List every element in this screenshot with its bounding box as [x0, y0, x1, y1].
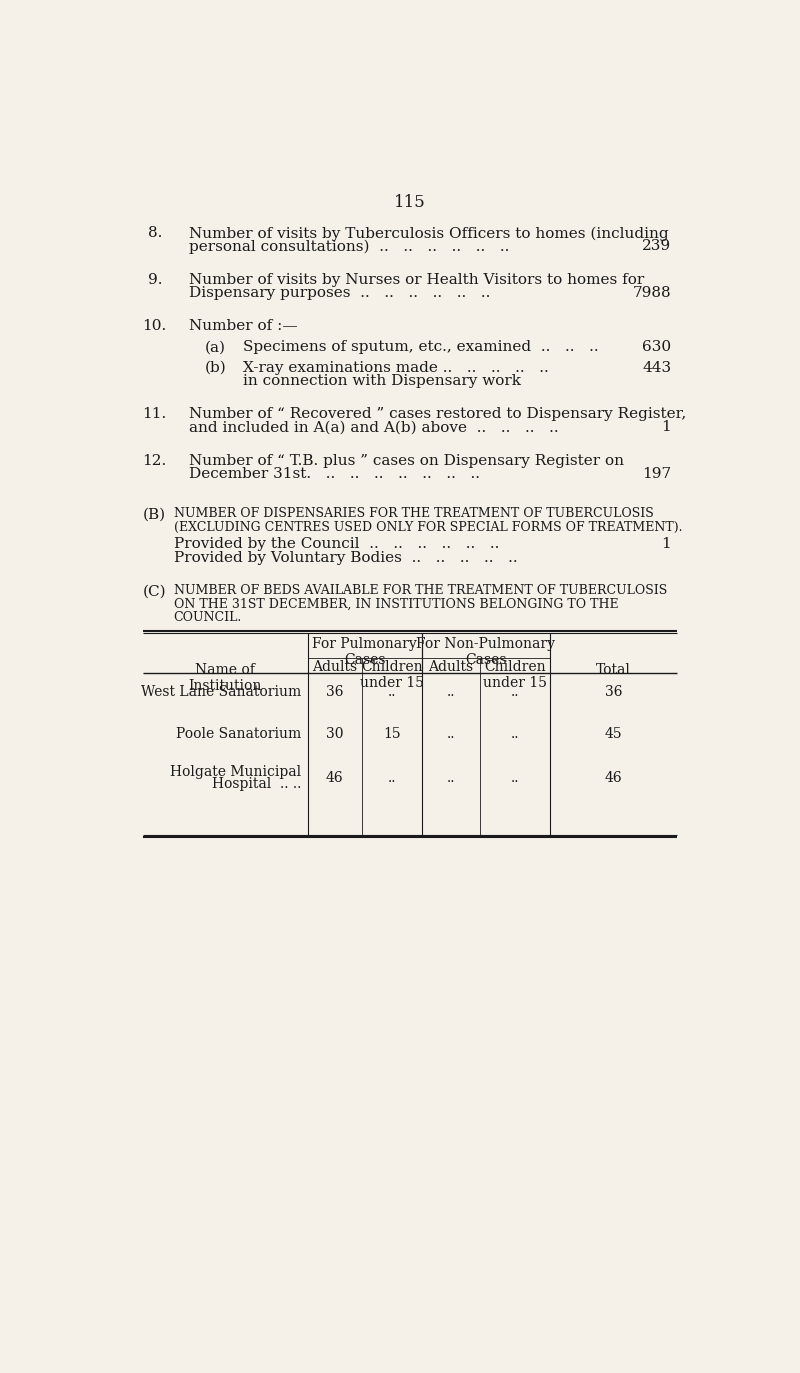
- Text: December 31st.   ..   ..   ..   ..   ..   ..   ..: December 31st. .. .. .. .. .. .. ..: [189, 467, 480, 481]
- Text: (EXCLUDING CENTRES USED ONLY FOR SPECIAL FORMS OF TREATMENT).: (EXCLUDING CENTRES USED ONLY FOR SPECIAL…: [174, 520, 682, 534]
- Text: X-ray examinations made ..   ..   ..   ..   ..: X-ray examinations made .. .. .. .. ..: [243, 361, 549, 375]
- Text: 46: 46: [326, 770, 344, 785]
- Text: Number of visits by Nurses or Health Visitors to homes for: Number of visits by Nurses or Health Vis…: [189, 273, 644, 287]
- Text: Holgate Municipal: Holgate Municipal: [170, 765, 302, 778]
- Text: 630: 630: [642, 341, 671, 354]
- Text: Provided by the Council  ..   ..   ..   ..   ..   ..: Provided by the Council .. .. .. .. .. .…: [174, 537, 499, 552]
- Text: For Non-Pulmonary
Cases: For Non-Pulmonary Cases: [416, 637, 555, 667]
- Text: personal consultations)  ..   ..   ..   ..   ..   ..: personal consultations) .. .. .. .. .. .…: [189, 239, 510, 254]
- Text: Name of
Institution: Name of Institution: [189, 663, 262, 693]
- Text: Poole Sanatorium: Poole Sanatorium: [176, 726, 302, 741]
- Text: Adults: Adults: [312, 660, 358, 674]
- Text: Number of “ Recovered ” cases restored to Dispensary Register,: Number of “ Recovered ” cases restored t…: [189, 408, 686, 422]
- Text: 1: 1: [662, 537, 671, 552]
- Text: (B): (B): [142, 508, 166, 522]
- Text: ..: ..: [387, 770, 396, 785]
- Text: 8.: 8.: [148, 227, 162, 240]
- Text: (C): (C): [142, 585, 166, 599]
- Text: Number of “ T.B. plus ” cases on Dispensary Register on: Number of “ T.B. plus ” cases on Dispens…: [189, 453, 624, 468]
- Text: 11.: 11.: [142, 408, 167, 422]
- Text: ..: ..: [510, 685, 519, 699]
- Text: ..: ..: [446, 685, 455, 699]
- Text: ON THE 31ST DECEMBER, IN INSTITUTIONS BELONGING TO THE: ON THE 31ST DECEMBER, IN INSTITUTIONS BE…: [174, 597, 618, 611]
- Text: ..: ..: [387, 685, 396, 699]
- Text: 36: 36: [605, 685, 622, 699]
- Text: Total: Total: [596, 663, 631, 677]
- Text: 1: 1: [662, 420, 671, 434]
- Text: 9.: 9.: [148, 273, 162, 287]
- Text: Children
under 15: Children under 15: [360, 660, 424, 691]
- Text: 10.: 10.: [142, 319, 167, 332]
- Text: 45: 45: [605, 726, 622, 741]
- Text: West Lane Sanatorium: West Lane Sanatorium: [142, 685, 302, 699]
- Text: 115: 115: [394, 194, 426, 211]
- Text: 7988: 7988: [633, 286, 671, 299]
- Text: 15: 15: [383, 726, 401, 741]
- Text: 443: 443: [642, 361, 671, 375]
- Text: (b): (b): [205, 361, 226, 375]
- Text: Hospital  .. ..: Hospital .. ..: [212, 777, 302, 791]
- Text: Dispensary purposes  ..   ..   ..   ..   ..   ..: Dispensary purposes .. .. .. .. .. ..: [189, 286, 490, 299]
- Text: 239: 239: [642, 239, 671, 254]
- Text: Specimens of sputum, etc., examined  ..   ..   ..: Specimens of sputum, etc., examined .. .…: [243, 341, 599, 354]
- Text: Adults: Adults: [428, 660, 474, 674]
- Text: NUMBER OF BEDS AVAILABLE FOR THE TREATMENT OF TUBERCULOSIS: NUMBER OF BEDS AVAILABLE FOR THE TREATME…: [174, 585, 667, 597]
- Text: Number of :—: Number of :—: [189, 319, 298, 332]
- Text: (a): (a): [205, 341, 226, 354]
- Text: COUNCIL.: COUNCIL.: [174, 611, 242, 623]
- Text: Children
under 15: Children under 15: [482, 660, 546, 691]
- Text: ..: ..: [510, 726, 519, 741]
- Text: Provided by Voluntary Bodies  ..   ..   ..   ..   ..: Provided by Voluntary Bodies .. .. .. ..…: [174, 551, 518, 564]
- Text: and included in A(a) and A(b) above  ..   ..   ..   ..: and included in A(a) and A(b) above .. .…: [189, 420, 558, 434]
- Text: in connection with Dispensary work: in connection with Dispensary work: [243, 375, 522, 389]
- Text: 46: 46: [605, 770, 622, 785]
- Text: 30: 30: [326, 726, 343, 741]
- Text: For Pulmonary
Cases: For Pulmonary Cases: [312, 637, 417, 667]
- Text: 197: 197: [642, 467, 671, 481]
- Text: ..: ..: [446, 726, 455, 741]
- Text: 36: 36: [326, 685, 343, 699]
- Text: NUMBER OF DISPENSARIES FOR THE TREATMENT OF TUBERCULOSIS: NUMBER OF DISPENSARIES FOR THE TREATMENT…: [174, 508, 654, 520]
- Text: 12.: 12.: [142, 453, 167, 468]
- Text: ..: ..: [510, 770, 519, 785]
- Text: Number of visits by Tuberculosis Officers to homes (including: Number of visits by Tuberculosis Officer…: [189, 227, 669, 240]
- Text: ..: ..: [446, 770, 455, 785]
